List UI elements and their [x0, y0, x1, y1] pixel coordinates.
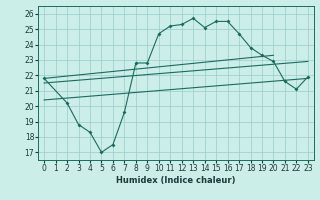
X-axis label: Humidex (Indice chaleur): Humidex (Indice chaleur) — [116, 176, 236, 185]
